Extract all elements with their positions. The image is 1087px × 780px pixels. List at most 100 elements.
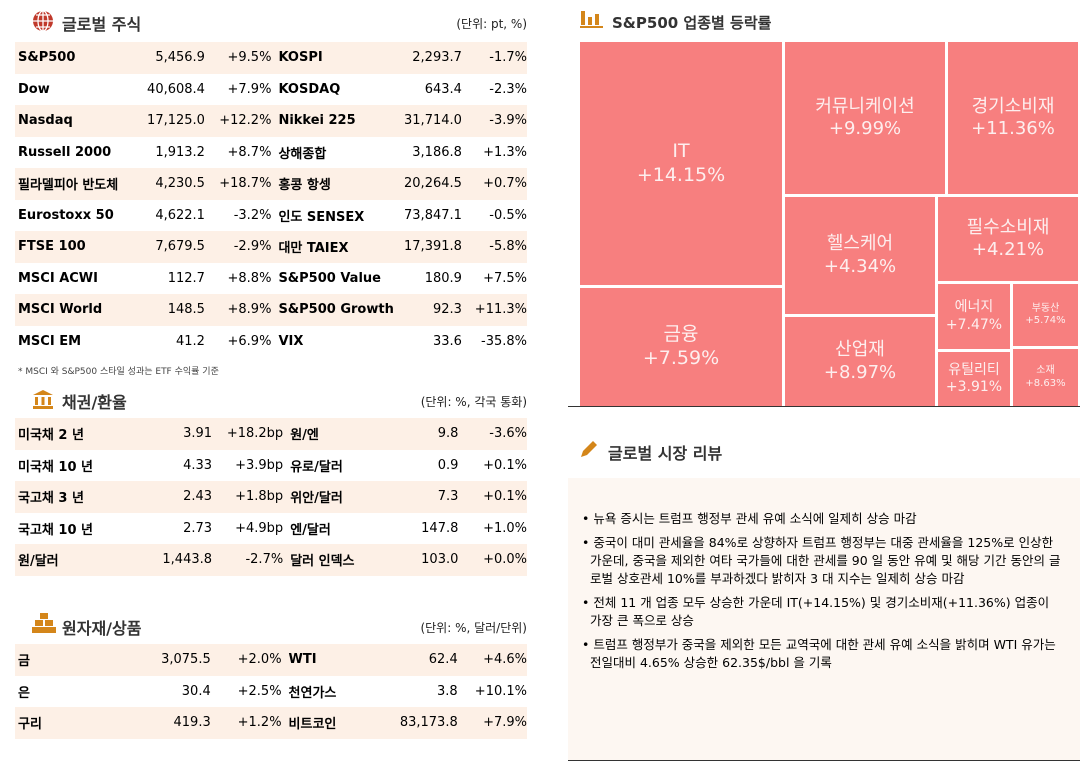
table-cell: +0.1% bbox=[483, 489, 527, 505]
bullet-text: 뉴욕 증시는 트럼프 행정부 관세 유예 소식에 일제히 상승 마감 bbox=[593, 511, 917, 526]
table-cell: -2.7% bbox=[245, 552, 284, 568]
tile-value: +7.47% bbox=[945, 316, 1003, 333]
table-cell: 3.91 bbox=[183, 426, 213, 442]
table-row: FTSE 100 7,679.5 -2.9% 대만 TAIEX 17,391.8 -5.8… bbox=[15, 231, 527, 263]
bank-icon bbox=[33, 390, 53, 409]
table-cell: 92.3 bbox=[432, 302, 462, 318]
table-row: 원/달러 1,443.8 -2.7% 달러 인덱스 103.0 +0.0% bbox=[15, 544, 527, 576]
table-cell: Dow bbox=[18, 81, 50, 97]
table-cell: 103.0 bbox=[421, 552, 459, 568]
table-row: 국고채 10 년 2.73 +4.9bp 엔/달러 147.8 +1.0% bbox=[15, 513, 527, 545]
table-row: 국고채 3 년 2.43 +1.8bp 위안/달러 7.3 +0.1% bbox=[15, 481, 527, 513]
table-cell: 3,186.8 bbox=[412, 144, 462, 160]
tile-label: 에너지 bbox=[954, 299, 994, 315]
table-cell: 17,391.8 bbox=[404, 239, 462, 255]
treemap-tile: 유틸리티 +3.91% bbox=[938, 352, 1010, 406]
table-row: MSCI ACWI 112.7 +8.8% S&P500 Value 180.9 +7.5… bbox=[15, 263, 527, 295]
treemap: IT +14.15% 금융 +7.59% 커뮤니케이션 +9.99% 경기소비재 +11.36… bbox=[568, 36, 1080, 407]
table-row: Nasdaq 17,125.0 +12.2% Nikkei 225 31,714.0 -3… bbox=[15, 105, 527, 137]
table-cell: +6.9% bbox=[227, 333, 272, 349]
tile-label: 경기소비재 bbox=[971, 95, 1055, 117]
bullet: • 중국이 대미 관세율을 84%로 상향하자 트럼프 행정부는 대중 관세율을… bbox=[582, 535, 1061, 586]
table-cell: 33.6 bbox=[432, 333, 462, 349]
bullet-text: 전체 11 개 업종 모두 상승한 가운데 IT(+14.15%) 및 경기소비… bbox=[590, 595, 1050, 628]
treemap-tile: 에너지 +7.47% bbox=[938, 284, 1010, 349]
table-cell: +10.1% bbox=[474, 683, 527, 699]
table-cell: 비트코인 bbox=[288, 717, 337, 733]
table-row: 미국채 2 년 3.91 +18.2bp 원/엔 9.8 -3.6% bbox=[15, 418, 527, 450]
table-row: 필라델피아 반도체 4,230.5 +18.7% 홍콩 항셍 20,264.5 +0.7% bbox=[15, 168, 527, 200]
table-cell: 30.4 bbox=[181, 683, 211, 699]
table-cell: 9.8 bbox=[437, 426, 459, 442]
table-cell: Nasdaq bbox=[18, 113, 73, 129]
tile-value: +8.63% bbox=[1025, 377, 1066, 389]
table-cell: -3.2% bbox=[233, 207, 272, 223]
footnote: * MSCI 와 S&P500 스타일 성과는 ETF 수익률 기준 bbox=[18, 367, 219, 377]
tile-value: +3.91% bbox=[945, 379, 1003, 395]
table-cell: 5,456.9 bbox=[155, 50, 205, 66]
tile-label: IT bbox=[672, 139, 690, 162]
table-cell: 달러 인덱스 bbox=[290, 554, 355, 570]
table-cell: +2.0% bbox=[237, 652, 282, 668]
table-cell: +18.7% bbox=[219, 176, 272, 192]
bullet-list: • 뉴욕 증시는 트럼프 행정부 관세 유예 소식에 일제히 상승 마감 • 중국… bbox=[568, 510, 1080, 672]
table-cell: 17,125.0 bbox=[147, 113, 205, 129]
section-title: 채권/환율 bbox=[62, 393, 127, 412]
table-cell: 원/엔 bbox=[290, 428, 319, 444]
table-cell: -5.8% bbox=[489, 239, 527, 255]
table-cell: +1.2% bbox=[237, 715, 282, 731]
table-cell: MSCI ACWI bbox=[18, 270, 98, 286]
section-title: 원자재/상품 bbox=[62, 619, 142, 638]
table-cell: 1,913.2 bbox=[155, 144, 205, 160]
table-cell: 4,230.5 bbox=[155, 176, 205, 192]
table-cell: WTI bbox=[288, 652, 317, 668]
unit: (단위: %, 각국 통화) bbox=[420, 395, 527, 409]
tile-value: +4.21% bbox=[971, 239, 1045, 260]
table-cell: 2.43 bbox=[183, 489, 213, 505]
table-cell: -0.5% bbox=[489, 207, 527, 223]
table-cell: 112.7 bbox=[167, 270, 205, 286]
table-cell: 419.3 bbox=[173, 715, 211, 731]
table-row: 금 3,075.5 +2.0% WTI 62.4 +4.6% bbox=[15, 644, 527, 676]
table-cell: 1,443.8 bbox=[162, 552, 213, 568]
treemap-tile: 소재 +8.63% bbox=[1013, 349, 1078, 406]
table-cell: 미국채 10 년 bbox=[18, 459, 93, 475]
table-cell: +1.3% bbox=[483, 144, 527, 160]
table-cell: -1.7% bbox=[489, 50, 527, 66]
table-cell: +4.9bp bbox=[235, 520, 284, 536]
treemap-tile: 금융 +7.59% bbox=[580, 288, 782, 406]
table-cell: 원/달러 bbox=[18, 554, 59, 570]
bullet: • 트럼프 행정부가 중국을 제외한 모든 교역국에 대한 관세 유예 소식을 … bbox=[582, 637, 1056, 670]
table-cell: 엔/달러 bbox=[290, 522, 331, 538]
table-cell: 3,075.5 bbox=[161, 652, 211, 668]
table-cell: 천연가스 bbox=[288, 685, 337, 701]
tile-label: 산업재 bbox=[835, 339, 885, 360]
table-cell: -3.9% bbox=[489, 113, 527, 129]
unit: (단위: pt, %) bbox=[456, 17, 527, 31]
table-cell: +7.9% bbox=[227, 81, 272, 97]
table-cell: 20,264.5 bbox=[404, 176, 462, 192]
table-cell: +9.5% bbox=[227, 50, 272, 66]
table-cell: +0.0% bbox=[483, 552, 527, 568]
treemap-tile: 부동산 +5.74% bbox=[1013, 284, 1078, 346]
table-cell: 유로/달러 bbox=[290, 459, 343, 475]
table-cell: S&P500 bbox=[18, 50, 76, 66]
table-cell: +0.1% bbox=[483, 457, 527, 473]
tile-label: 소재 bbox=[1036, 365, 1055, 376]
table-cell: 2.73 bbox=[183, 520, 213, 536]
table-cell: KOSPI bbox=[278, 50, 323, 66]
treemap-tile: IT +14.15% bbox=[580, 42, 782, 285]
table-cell: 7,679.5 bbox=[155, 239, 205, 255]
table-cell: +18.2bp bbox=[226, 426, 284, 442]
tile-value: +8.97% bbox=[823, 361, 897, 383]
table-cell: +1.8bp bbox=[235, 489, 284, 505]
gold-icon bbox=[32, 613, 56, 633]
tile-value: +11.36% bbox=[971, 118, 1055, 139]
table-cell: 31,714.0 bbox=[404, 113, 462, 129]
tile-value: +14.15% bbox=[636, 163, 726, 186]
table-cell: 41.2 bbox=[175, 333, 205, 349]
tile-value: +4.34% bbox=[823, 255, 897, 277]
treemap-tile: 헬스케어 +4.34% bbox=[785, 197, 935, 314]
table-cell: 상해종합 bbox=[278, 146, 327, 162]
table-cell: KOSDAQ bbox=[278, 81, 341, 97]
